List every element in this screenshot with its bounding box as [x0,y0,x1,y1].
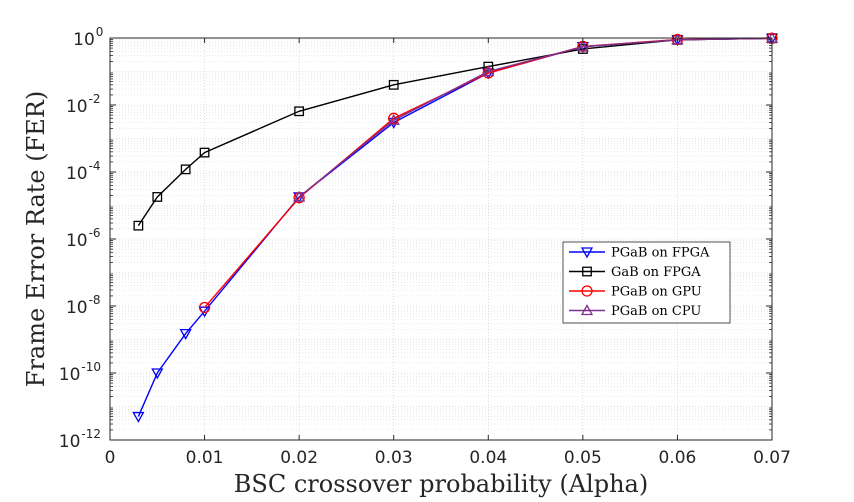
data-point [132,411,145,423]
y-tick-exponent: 0 [96,25,104,39]
data-point [133,220,144,231]
legend-marker [580,304,594,316]
legend-label: PGaB on CPU [611,304,701,319]
data-point [293,190,306,202]
legend-entry: PGaB on GPU [569,285,702,300]
series-3 [293,31,779,202]
legend-label: PGaB on GPU [611,285,702,300]
legend-label: GaB on FPGA [611,265,701,280]
legend-label: PGaB on FPGA [611,246,710,261]
legend-box [562,241,731,324]
data-point [576,40,589,52]
x-tick-label: 0.02 [280,448,318,468]
minor-grid [110,39,772,431]
y-tick-label: 10 [66,97,88,117]
x-tick-label: 0 [105,448,116,468]
y-tick-label: 10 [59,432,81,452]
y-tick-exponent: -8 [89,293,101,307]
data-point [388,79,399,90]
legend-entry: PGaB on FPGA [569,246,710,261]
x-axis-label: BSC crossover probability (Alpha) [234,470,648,498]
x-tick-label: 0.03 [375,448,413,468]
x-axis: 0 0.01 0.02 0.03 0.04 0.05 0.06 0.07 [105,38,791,468]
y-tick-label: 10 [66,298,88,318]
data-point [387,113,400,125]
legend-entry: PGaB on CPU [569,304,701,319]
data-point [482,67,494,79]
data-point [199,147,210,158]
x-tick-label: 0.01 [186,448,224,468]
legend-marker [580,247,594,259]
legend-marker [581,285,593,297]
data-point [198,301,211,314]
series-line [298,37,773,198]
x-tick-label: 0.05 [564,448,602,468]
y-tick-label: 10 [73,30,95,50]
data-point [179,328,192,340]
y-tick-exponent: -6 [89,226,101,240]
y-tick-exponent: -4 [89,159,101,173]
x-tick-label: 0.04 [469,448,507,468]
legend: PGaB on FPGA GaB on FPGA PGaB on GPU PGaB o… [562,241,731,324]
data-point [294,106,305,117]
series-line [137,37,773,227]
y-tick-exponent: -12 [81,427,101,441]
legend-marker [582,266,592,277]
series-layer [132,31,779,423]
y-tick-label: 10 [66,231,88,251]
data-point [152,192,163,202]
y-tick-label: 10 [59,365,81,385]
x-tick-label: 0.06 [658,448,696,468]
data-point [151,368,164,380]
x-tick-label: 0.07 [753,448,791,468]
data-point [671,33,684,45]
y-tick-exponent: -10 [81,360,101,374]
y-tick-exponent: -2 [89,92,101,106]
data-point [180,164,191,175]
data-point [482,65,495,77]
y-tick-label: 10 [66,164,88,184]
y-axis-label: Frame Error Rate (FER) [22,91,50,387]
legend-entry: GaB on FPGA [569,265,701,280]
